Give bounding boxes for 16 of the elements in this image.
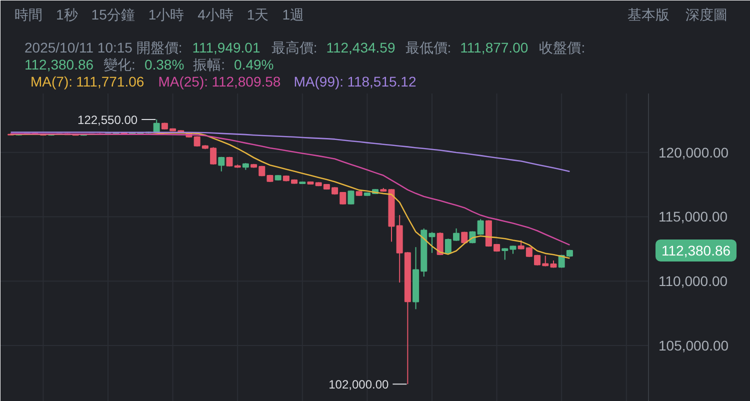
text: 基本版 深度圖 <box>628 6 728 22</box>
text: 時間 1秒 15分鐘 1小時 4小時 1天 1週 <box>14 6 304 22</box>
y-tick-label: 115,000.00 <box>658 208 728 225</box>
text: 118,515.12 <box>347 74 416 90</box>
y-tick-label: 110,000.00 <box>658 273 728 290</box>
annotation: 122,550.00 <box>78 113 138 128</box>
y-tick-label: 120,000.00 <box>658 144 729 160</box>
text: 2025/10/11 10:15 開盤價: 111,949.01 最高價: 112,434.59 最低價: 111,877.00 收盤價: 112,380.86 變化: 0.38% 振幅: 0.49% <box>24 40 586 72</box>
text: MA(25): <box>158 74 208 90</box>
y-tick-label: 105,000.00 <box>658 337 729 354</box>
text: MA(7): <box>30 74 72 90</box>
text: 111,771.06 <box>76 74 144 90</box>
annotation: 102,000.00 <box>328 378 390 392</box>
text: 112,809.58 <box>212 74 281 90</box>
text: MA(99): <box>294 74 344 90</box>
text: 112,380.86 <box>662 242 731 258</box>
